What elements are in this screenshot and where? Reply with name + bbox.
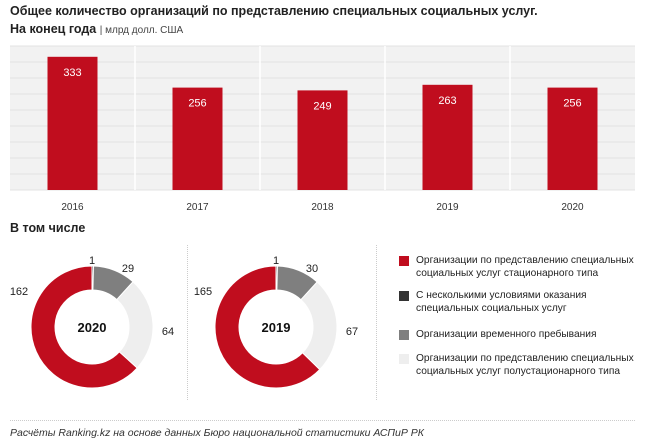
donut-slice (300, 281, 338, 371)
source-note: Расчёты Ranking.kz на основе данных Бюро… (10, 427, 424, 439)
slice-value-label: 1 (273, 255, 279, 267)
donut-slice (214, 265, 321, 389)
legend-swatch (399, 354, 409, 364)
bar-value-label: 333 (63, 67, 81, 79)
legend-label: С несколькими условиями оказания специал… (416, 290, 587, 314)
bar-2018 (297, 90, 348, 190)
legend-label: Организации по представлению специальных… (416, 353, 634, 377)
unit-label: | млрд долл. США (99, 25, 184, 36)
donut-charts: 162 1 29 64 2020 165 1 30 67 2019 (10, 255, 358, 389)
bar-2017 (172, 87, 223, 190)
donut-year-label: 2019 (262, 320, 291, 335)
legend-item-semi-stationary: Организации по представлению специальных… (399, 352, 639, 378)
slice-value-label: 67 (346, 326, 358, 338)
bar-value-label: 263 (438, 95, 456, 107)
legend-swatch (399, 291, 409, 301)
donut-separator (187, 245, 188, 400)
legend-item-temporary: Организации временного пребывания (399, 328, 639, 341)
donut-year-label: 2020 (78, 320, 107, 335)
donut-slice (116, 281, 154, 369)
legend-label: Организации временного пребывания (416, 329, 597, 340)
slice-value-label: 64 (162, 326, 174, 338)
legend-item-stationary: Организации по представлению специальных… (399, 254, 639, 280)
bar-value-label: 256 (563, 98, 581, 110)
x-tick-label: 2016 (61, 202, 84, 213)
chart-title: Общее количество организаций по представ… (10, 4, 538, 18)
subtitle-text: На конец года (10, 22, 97, 36)
legend-item-multiple: С несколькими условиями оказания специал… (399, 289, 639, 315)
bar-2020 (547, 87, 598, 190)
legend-swatch (399, 330, 409, 340)
donut-legend: Организации по представлению специальных… (399, 254, 639, 388)
bar-chart: 333 2016 256 2017 249 2018 263 2019 256 2020 (10, 45, 635, 213)
bar-2019 (422, 84, 473, 190)
chart-subtitle: На конец года | млрд долл. США (10, 22, 183, 36)
legend-label: Организации по представлению специальных… (416, 255, 634, 279)
x-tick-label: 2017 (186, 202, 209, 213)
bar-value-label: 256 (188, 98, 206, 110)
footer-divider (10, 420, 635, 421)
x-tick-label: 2019 (436, 202, 459, 213)
slice-value-label: 165 (194, 286, 212, 298)
slice-value-label: 1 (89, 255, 95, 267)
bar-value-label: 249 (313, 100, 331, 112)
x-tick-label: 2020 (561, 202, 584, 213)
legend-swatch (399, 256, 409, 266)
legend-separator (376, 245, 377, 400)
section-header: В том числе (10, 221, 86, 235)
slice-value-label: 29 (122, 263, 134, 275)
x-tick-label: 2018 (311, 202, 334, 213)
slice-value-label: 30 (306, 263, 318, 275)
slice-value-label: 162 (10, 286, 28, 298)
donut-slice (30, 265, 138, 389)
bar-2016 (47, 56, 98, 190)
